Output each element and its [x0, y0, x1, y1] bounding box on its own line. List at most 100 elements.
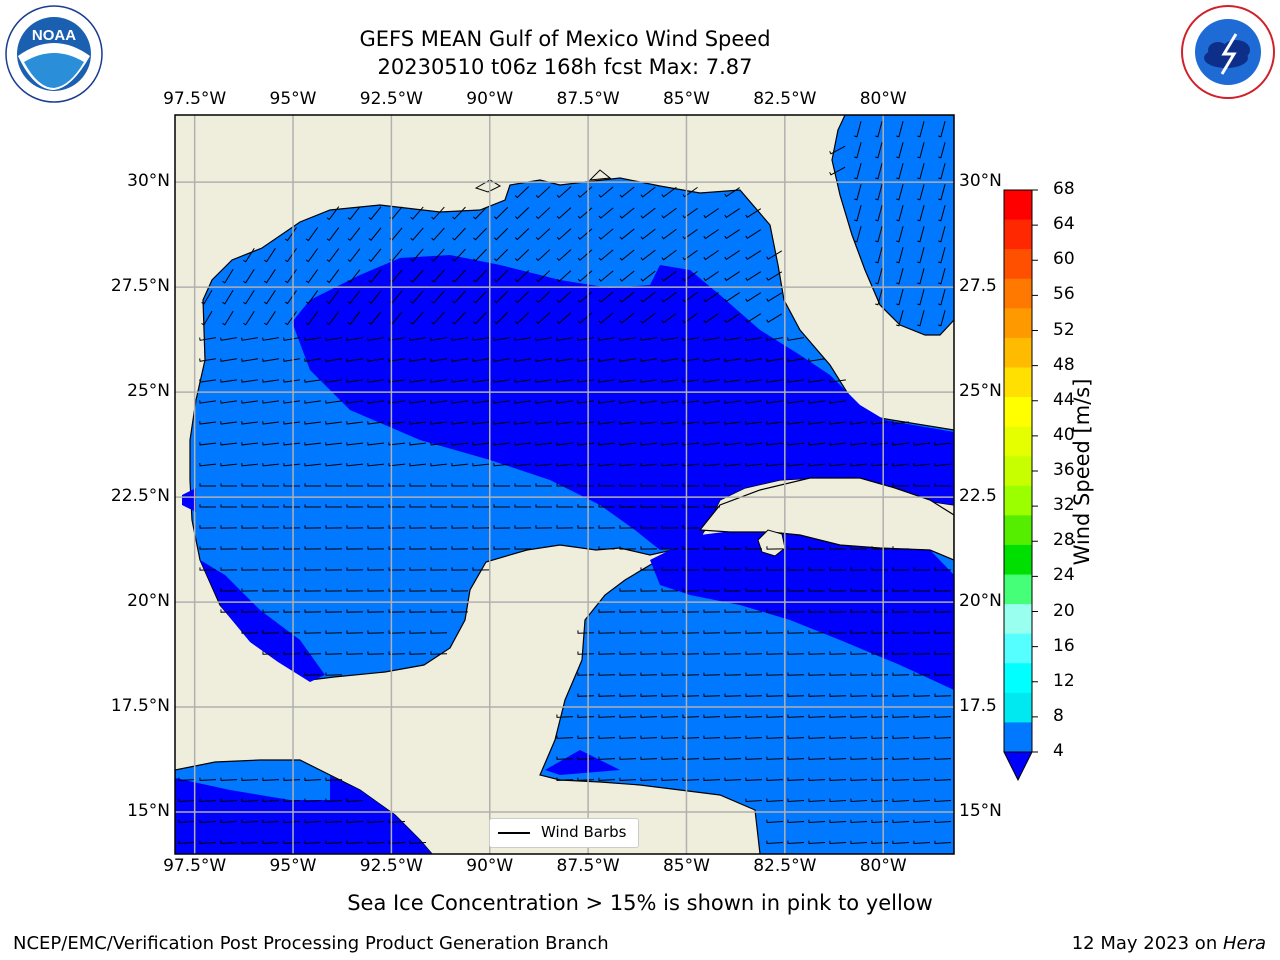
wind-barb [346, 588, 364, 592]
wind-barb [808, 840, 826, 845]
wind-barb [661, 756, 679, 760]
wind-barb [514, 504, 532, 508]
wind-barb [263, 290, 276, 305]
wind-barb [682, 735, 700, 739]
wind-barb [304, 777, 322, 781]
wind-barb [619, 186, 635, 198]
wind-barb [199, 483, 217, 487]
wind-barb [913, 651, 931, 655]
wind-barb [703, 546, 721, 550]
wind-barb [598, 358, 615, 362]
lon-tick-bottom: 85°W [662, 856, 710, 876]
wind-barb [724, 777, 742, 781]
wind-barb [850, 777, 868, 781]
wind-barb [556, 442, 574, 446]
wind-barb [917, 310, 925, 327]
wind-barb [875, 121, 883, 138]
wind-barb [535, 228, 551, 241]
wind-barb [682, 756, 700, 760]
wind-barb [305, 227, 319, 242]
wind-barb [619, 291, 635, 303]
wind-barb [388, 358, 405, 362]
wind-barb [241, 483, 259, 487]
wind-barb [808, 756, 826, 760]
wind-barb [598, 483, 616, 487]
wind-barb [598, 249, 614, 261]
wind-barb [451, 588, 469, 592]
wind-barb [661, 504, 679, 508]
wind-barb [934, 756, 952, 760]
wind-barb [241, 358, 258, 362]
wind-barb [283, 421, 300, 425]
wind-barb [850, 756, 868, 760]
wind-barb [703, 292, 719, 303]
wind-barb [892, 714, 910, 718]
noaa-logo-icon: NOAA [5, 5, 103, 103]
wind-barb [896, 226, 904, 243]
wind-barb [388, 567, 406, 571]
wind-barb [682, 270, 698, 282]
wind-barb [766, 271, 783, 281]
colorbar-tick-label: 56 [1053, 284, 1075, 305]
wind-barb [829, 777, 847, 781]
wind-barb [787, 819, 805, 824]
wind-barb [452, 248, 466, 262]
wind-barb [661, 651, 679, 655]
wind-barb [892, 546, 910, 550]
lon-tick-bottom: 82.5°W [753, 856, 817, 876]
colorbar-segment [1004, 604, 1032, 635]
wind-barb [283, 504, 301, 508]
wind-barb [938, 247, 946, 264]
colorbar-tick-label: 68 [1053, 179, 1075, 199]
wind-barb [724, 672, 742, 676]
wind-barb [917, 268, 925, 285]
wind-barb [535, 249, 551, 262]
wind-barb [745, 609, 763, 613]
wind-barb [283, 525, 301, 529]
wind-barb [346, 421, 363, 425]
wind-barb [598, 630, 616, 634]
wind-barb [493, 379, 510, 383]
wind-barb [829, 630, 847, 634]
wind-barb [808, 588, 826, 592]
lon-tick-top: 82.5°W [753, 89, 817, 109]
wind-barb [787, 756, 805, 760]
wind-barb [473, 206, 487, 220]
wind-barb [598, 693, 616, 697]
wind-barb [640, 735, 658, 739]
wind-barb [703, 693, 721, 697]
wind-barb [431, 206, 445, 220]
wind-barb [934, 819, 952, 824]
wind-barb [304, 462, 322, 467]
wind-barb [703, 379, 720, 383]
wind-barb [367, 630, 385, 634]
wind-barb [913, 756, 931, 760]
wind-barb [724, 693, 742, 697]
wind-barb [241, 588, 259, 592]
colorbar-tick-label: 16 [1053, 635, 1075, 656]
wind-barb [619, 358, 636, 362]
wind-barb [535, 379, 552, 383]
wind-barb [682, 249, 698, 261]
wind-barb [917, 205, 925, 222]
wind-barb [263, 311, 276, 326]
wind-barb [682, 777, 700, 781]
wind-barb [241, 798, 259, 802]
wind-barb [304, 421, 321, 425]
wind-barb [892, 693, 910, 697]
wind-barb [241, 379, 258, 383]
wind-barb [787, 630, 805, 634]
wind-barb [661, 483, 679, 487]
wind-barb [451, 400, 468, 404]
wind-barb [304, 567, 322, 571]
colorbar-tick-label: 40 [1053, 424, 1075, 445]
wind-barb [598, 735, 616, 739]
wind-barb [325, 462, 343, 467]
wind-barb [220, 400, 237, 404]
wind-barb [222, 310, 234, 326]
wind-barb [430, 462, 448, 467]
wind-barb [262, 442, 280, 446]
wind-barb [410, 248, 424, 262]
noaa-logo-text: NOAA [32, 27, 76, 44]
wind-barb [283, 840, 301, 845]
